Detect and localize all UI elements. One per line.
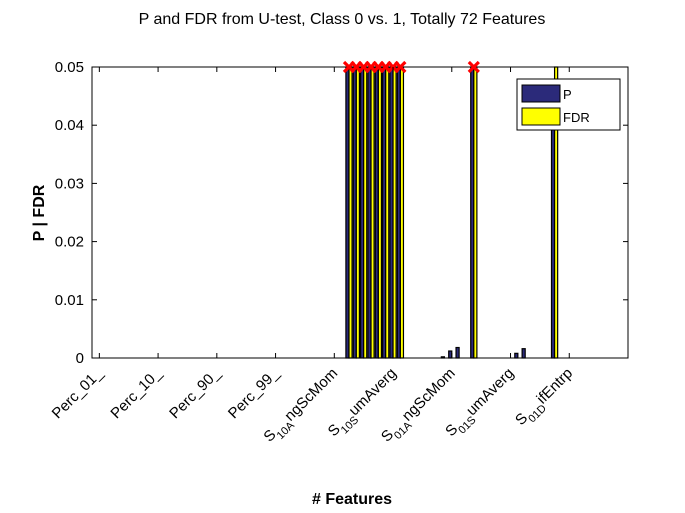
y-tick-label: 0.02 <box>55 234 84 251</box>
fdr-bar-42 <box>399 66 405 359</box>
y-tick-label: 0.01 <box>55 292 84 309</box>
y-tick-label: 0.04 <box>55 117 84 134</box>
y-tick-label: 0.03 <box>55 175 84 192</box>
chart-title: P and FDR from U-test, Class 0 vs. 1, To… <box>139 11 546 28</box>
y-tick-label: 0 <box>76 350 84 367</box>
legend-label-fdr: FDR <box>563 110 590 125</box>
top-marker-42 <box>394 60 407 74</box>
legend: P FDR <box>516 78 621 131</box>
fdr-bar-52 <box>473 66 478 359</box>
x-tick-label: S01DifEntrp <box>512 365 580 433</box>
markers-layer <box>342 60 480 74</box>
fdr-bar-36 <box>355 66 361 359</box>
x-tick-label: Perc_01_ <box>49 364 107 422</box>
x-tick-label: Perc_10_ <box>107 364 165 422</box>
fdr-bar-40 <box>385 66 390 359</box>
fdr-bar-35 <box>348 66 353 359</box>
p-bar-59 <box>521 348 526 359</box>
legend-swatch-fdr <box>521 107 561 126</box>
fdr-bar-38 <box>370 66 375 359</box>
x-axis-label: # Features <box>312 491 392 508</box>
fdr-bar-41 <box>392 66 397 359</box>
fdr-bar-63 <box>553 66 559 359</box>
y-tick-label: 0.05 <box>55 59 84 76</box>
y-axis-label: P | FDR <box>31 184 48 241</box>
legend-swatch-p <box>521 84 561 103</box>
legend-label-p: P <box>563 87 572 102</box>
p-bar-48 <box>440 356 446 359</box>
fdr-bar-39 <box>377 66 383 359</box>
x-tick-label: Perc_99_ <box>225 364 283 422</box>
p-bar-50 <box>455 346 460 359</box>
fdr-bar-37 <box>363 66 368 359</box>
top-marker-52 <box>467 60 480 74</box>
p-bar-58 <box>514 352 519 359</box>
x-tick-label: Perc_90_ <box>166 364 224 422</box>
y-axis: 0 0.01 0.02 0.03 0.04 0.05 <box>55 59 628 367</box>
